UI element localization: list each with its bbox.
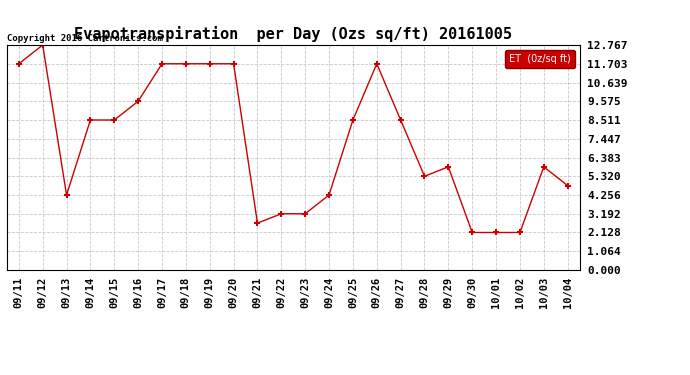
Text: Copyright 2016 Cartronics.com: Copyright 2016 Cartronics.com: [7, 34, 163, 43]
ET  (0z/sq ft): [62, 193, 70, 197]
ET  (0z/sq ft): [253, 221, 262, 225]
ET  (0z/sq ft): [181, 62, 190, 66]
ET  (0z/sq ft): [134, 99, 142, 104]
ET  (0z/sq ft): [110, 118, 119, 122]
ET  (0z/sq ft): [492, 230, 500, 235]
ET  (0z/sq ft): [86, 118, 95, 122]
ET  (0z/sq ft): [230, 62, 238, 66]
ET  (0z/sq ft): [158, 62, 166, 66]
ET  (0z/sq ft): [277, 211, 286, 216]
ET  (0z/sq ft): [348, 118, 357, 122]
ET  (0z/sq ft): [397, 118, 405, 122]
ET  (0z/sq ft): [373, 62, 381, 66]
ET  (0z/sq ft): [564, 183, 572, 188]
ET  (0z/sq ft): [516, 230, 524, 235]
ET  (0z/sq ft): [39, 43, 47, 47]
Title: Evapotranspiration  per Day (Ozs sq/ft) 20161005: Evapotranspiration per Day (Ozs sq/ft) 2…: [75, 27, 512, 42]
ET  (0z/sq ft): [206, 62, 214, 66]
ET  (0z/sq ft): [14, 62, 23, 66]
ET  (0z/sq ft): [420, 174, 428, 178]
ET  (0z/sq ft): [540, 165, 548, 169]
Line: ET  (0z/sq ft): ET (0z/sq ft): [15, 42, 571, 236]
ET  (0z/sq ft): [301, 211, 309, 216]
ET  (0z/sq ft): [444, 165, 453, 169]
ET  (0z/sq ft): [468, 230, 476, 235]
Legend: ET  (0z/sq ft): ET (0z/sq ft): [505, 50, 575, 68]
ET  (0z/sq ft): [325, 193, 333, 197]
